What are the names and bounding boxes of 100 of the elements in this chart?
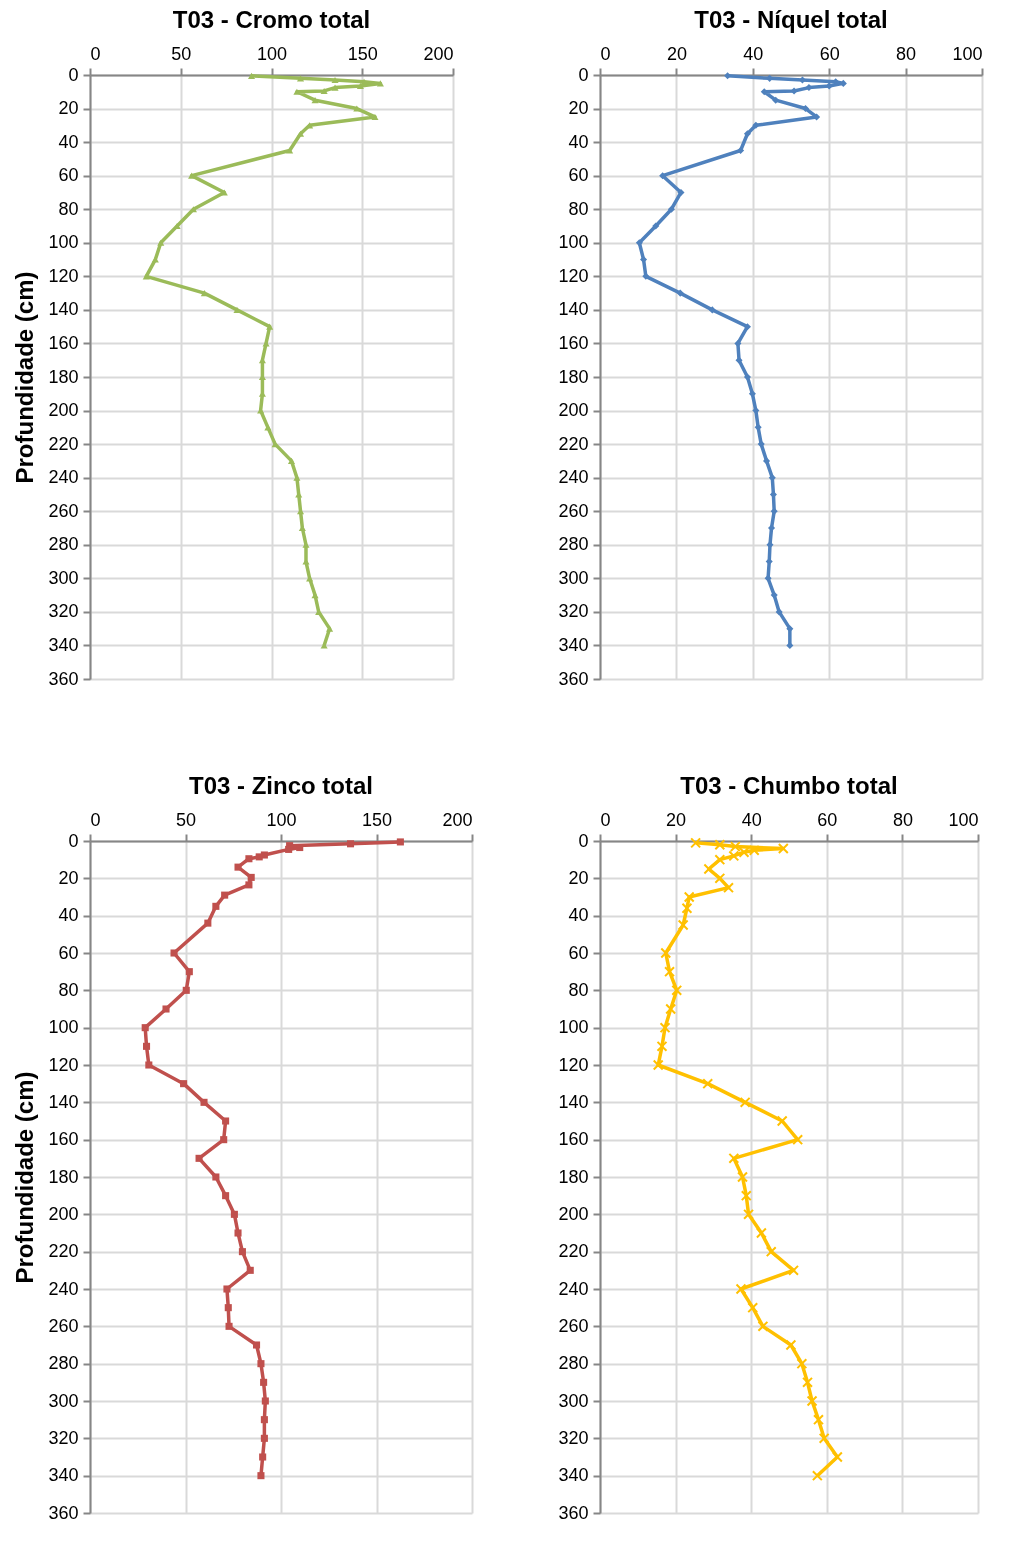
y-tick-label: 100: [558, 1017, 589, 1038]
y-tick-label: 200: [558, 1203, 589, 1224]
point: [683, 891, 695, 903]
point: [260, 1416, 268, 1424]
point: [785, 1339, 797, 1351]
point: [221, 891, 229, 899]
point: [765, 1246, 777, 1258]
point: [743, 373, 751, 381]
x-tick-label: 150: [347, 43, 378, 64]
point: [770, 591, 778, 599]
x-tick-label: 0: [90, 43, 101, 64]
y-tick-label: 180: [48, 366, 79, 387]
y-tick-label: 80: [568, 979, 589, 1000]
point: [735, 1283, 747, 1295]
point: [260, 1378, 268, 1386]
y-tick-label: 120: [558, 265, 589, 286]
y-tick-label: 180: [558, 1166, 589, 1187]
y-tick-label: 160: [558, 332, 589, 353]
point: [792, 1134, 804, 1146]
point: [796, 1358, 808, 1370]
point: [260, 1434, 268, 1442]
y-tick-label: 260: [558, 500, 589, 521]
point: [656, 1040, 668, 1052]
y-tick-label: 300: [558, 567, 589, 588]
y-tick-label: 80: [58, 979, 79, 1000]
point: [754, 423, 762, 431]
y-tick-label: 220: [48, 1241, 79, 1262]
x-tick-label: 200: [442, 809, 473, 830]
point: [776, 1115, 788, 1127]
point: [772, 96, 780, 104]
y-tick-label: 20: [568, 98, 589, 119]
y-tick-label: 20: [568, 867, 589, 888]
y-tick-label: 0: [68, 830, 79, 851]
point: [257, 1472, 265, 1480]
y-tick-label: 320: [558, 1427, 589, 1448]
y-tick-label: 100: [558, 232, 589, 253]
point: [763, 457, 771, 465]
point: [224, 1304, 232, 1312]
y-tick-label: 360: [48, 1502, 79, 1523]
x-tick-label: 100: [256, 43, 288, 64]
point: [677, 188, 685, 196]
point: [234, 1229, 242, 1237]
y-tick-label: 320: [48, 1427, 79, 1448]
point: [652, 1059, 664, 1071]
y-tick-label: 360: [558, 668, 589, 689]
y-tick-label: 120: [48, 265, 79, 286]
y-tick-label: 60: [58, 165, 79, 186]
y-axis-title: Profundidade (cm): [11, 1071, 39, 1284]
x-tick-label: 50: [175, 809, 197, 830]
y-tick-label: 240: [48, 467, 79, 488]
y-tick-label: 260: [558, 1315, 589, 1336]
point: [245, 855, 253, 863]
point: [234, 863, 242, 871]
point: [222, 1117, 230, 1125]
point: [238, 1248, 246, 1256]
y-tick-label: 160: [48, 332, 79, 353]
point: [220, 1136, 228, 1144]
y-tick-label: 320: [558, 601, 589, 622]
point: [145, 1061, 153, 1069]
y-tick-label: 40: [568, 905, 589, 926]
y-tick-label: 140: [48, 1091, 79, 1112]
y-tick-label: 80: [58, 198, 79, 219]
point: [737, 146, 745, 155]
point: [825, 82, 833, 90]
point: [261, 1397, 269, 1405]
chart-title: T03 - Chumbo total: [680, 772, 898, 799]
y-tick-label: 40: [58, 905, 79, 926]
point: [259, 1453, 267, 1461]
point: [788, 1264, 800, 1276]
y-tick-label: 40: [568, 131, 589, 152]
x-tick-label: 100: [952, 43, 983, 64]
point: [143, 1042, 151, 1050]
point: [752, 121, 760, 129]
y-tick-label: 20: [58, 98, 79, 119]
y-tick-label: 160: [558, 1129, 589, 1150]
y-tick-label: 340: [48, 634, 79, 655]
point: [664, 966, 676, 978]
x-tick-label: 150: [361, 809, 393, 830]
y-tick-label: 220: [558, 433, 589, 454]
x-tick-label: 40: [741, 809, 762, 830]
point: [204, 919, 212, 927]
point: [739, 1096, 751, 1108]
point: [652, 222, 660, 230]
point: [255, 853, 263, 861]
point: [396, 838, 404, 846]
point: [665, 1003, 677, 1015]
point: [660, 947, 672, 959]
point: [777, 842, 789, 854]
y-tick-label: 300: [48, 1390, 79, 1411]
point: [690, 837, 702, 849]
point: [162, 1005, 170, 1013]
point: [257, 1360, 265, 1368]
point: [708, 306, 716, 314]
y-tick-label: 360: [558, 1502, 589, 1523]
y-tick-label: 80: [568, 198, 589, 219]
y-tick-label: 260: [48, 1315, 79, 1336]
point: [253, 1341, 261, 1349]
point: [246, 1266, 254, 1274]
point: [813, 1414, 824, 1426]
y-tick-label: 340: [558, 634, 589, 655]
